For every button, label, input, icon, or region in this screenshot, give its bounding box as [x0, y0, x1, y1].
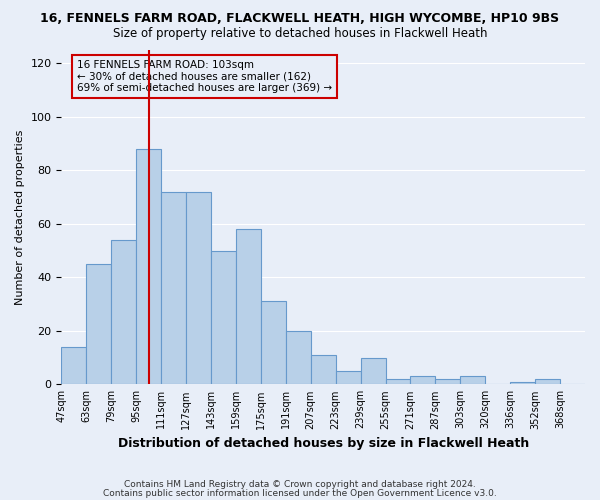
Bar — [436, 379, 460, 384]
Text: Contains public sector information licensed under the Open Government Licence v3: Contains public sector information licen… — [103, 488, 497, 498]
Text: Contains HM Land Registry data © Crown copyright and database right 2024.: Contains HM Land Registry data © Crown c… — [124, 480, 476, 489]
Bar — [311, 355, 335, 384]
Text: 16 FENNELS FARM ROAD: 103sqm
← 30% of detached houses are smaller (162)
69% of s: 16 FENNELS FARM ROAD: 103sqm ← 30% of de… — [77, 60, 332, 93]
Bar — [86, 264, 111, 384]
Bar — [136, 149, 161, 384]
Bar — [236, 229, 261, 384]
Bar — [61, 347, 86, 385]
Bar — [535, 379, 560, 384]
Bar — [161, 192, 186, 384]
Bar — [410, 376, 436, 384]
Bar — [510, 382, 535, 384]
Bar — [460, 376, 485, 384]
Text: 16, FENNELS FARM ROAD, FLACKWELL HEATH, HIGH WYCOMBE, HP10 9BS: 16, FENNELS FARM ROAD, FLACKWELL HEATH, … — [40, 12, 560, 26]
Bar — [386, 379, 410, 384]
Bar — [335, 371, 361, 384]
Bar — [361, 358, 386, 384]
X-axis label: Distribution of detached houses by size in Flackwell Heath: Distribution of detached houses by size … — [118, 437, 529, 450]
Bar — [286, 331, 311, 384]
Y-axis label: Number of detached properties: Number of detached properties — [15, 130, 25, 305]
Bar — [186, 192, 211, 384]
Bar — [261, 302, 286, 384]
Bar — [211, 250, 236, 384]
Bar — [111, 240, 136, 384]
Text: Size of property relative to detached houses in Flackwell Heath: Size of property relative to detached ho… — [113, 28, 487, 40]
